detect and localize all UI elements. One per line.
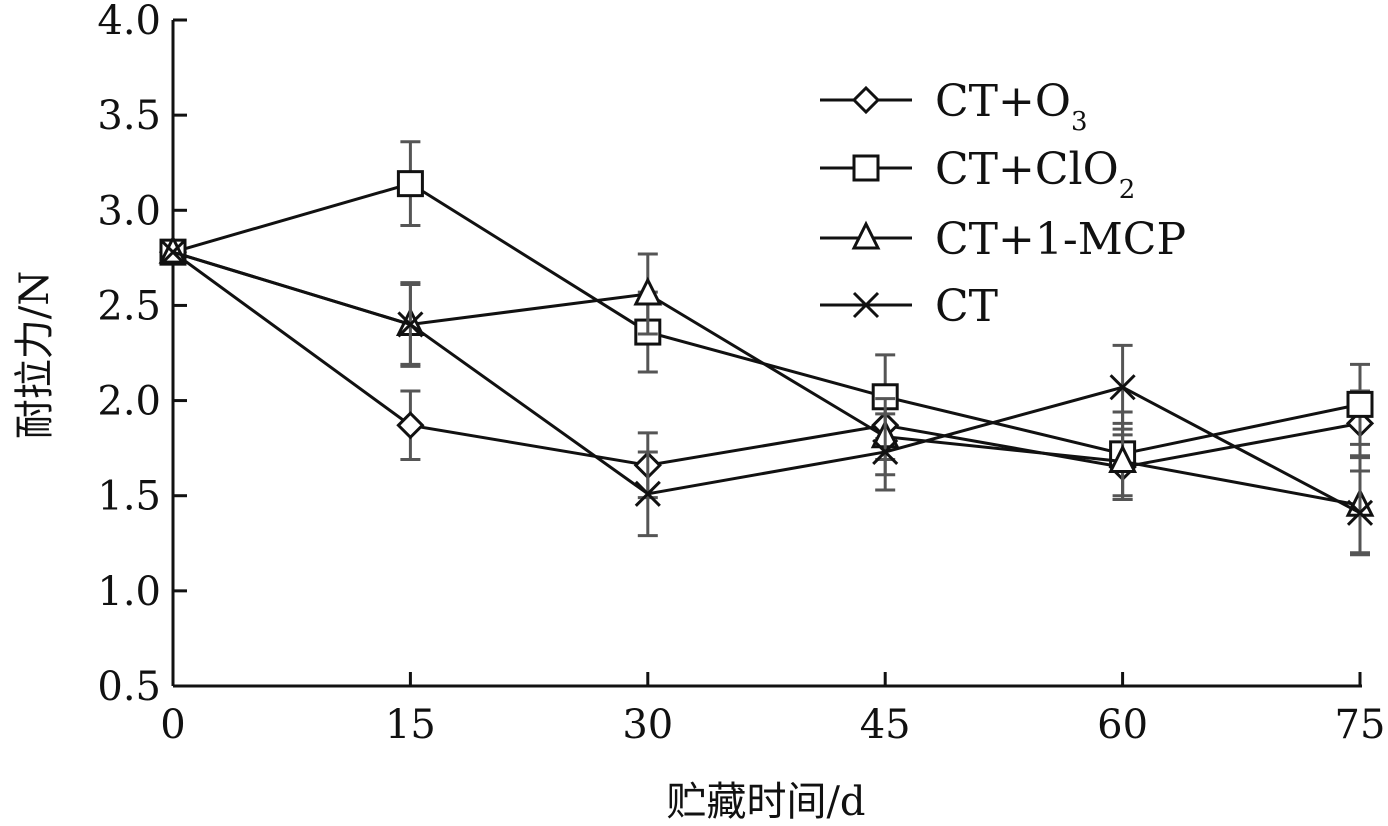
y-tick-label: 2.0 [97, 379, 161, 425]
y-tick-label: 1.5 [97, 474, 161, 520]
x-marker [634, 480, 661, 507]
legend-entry: CT [820, 281, 998, 332]
legend-entry: CT+ClO2 [820, 144, 1135, 205]
series-1 [159, 140, 1374, 498]
series-2 [158, 234, 1375, 555]
diamond-marker [396, 411, 425, 440]
series-0 [158, 238, 1375, 502]
plot-area [158, 140, 1375, 557]
legend-label: CT+O3 [935, 76, 1088, 137]
legend-label: CT [935, 281, 998, 332]
series-line [172, 250, 1361, 507]
y-tick-label: 3.0 [97, 188, 161, 234]
x-tick-label: 60 [1097, 702, 1148, 748]
series-3 [159, 239, 1374, 557]
x-marker [397, 311, 424, 338]
x-marker [872, 438, 899, 466]
x-tick-label: 15 [385, 702, 436, 748]
x-marker-stroke [1346, 499, 1374, 526]
x-marker [159, 239, 187, 266]
legend-entry: CT+O3 [820, 76, 1088, 137]
y-tick-label: 2.5 [97, 283, 161, 329]
square-marker [852, 154, 880, 182]
series-line [172, 250, 1361, 515]
x-marker-stroke [159, 239, 187, 266]
diamond-marker [851, 85, 881, 115]
x-marker-stroke [397, 311, 424, 338]
x-tick-label: 45 [860, 702, 911, 748]
x-marker-stroke [852, 291, 880, 319]
y-tick-label: 1.0 [97, 569, 161, 615]
x-marker [1346, 499, 1374, 526]
triangle-marker [1108, 444, 1138, 473]
x-marker [1109, 374, 1136, 401]
square-marker [1346, 390, 1374, 418]
legend-label: CT+ClO2 [935, 144, 1135, 205]
x-marker [852, 291, 880, 319]
x-marker-stroke [872, 438, 899, 466]
y-tick-label: 4.0 [97, 0, 161, 44]
y-tick-label: 0.5 [97, 664, 161, 710]
x-tick-label: 30 [622, 702, 673, 748]
x-axis-title: 贮藏时间/d [666, 779, 865, 825]
legend-label: CT+1-MCP [935, 214, 1186, 265]
legend-entry: CT+1-MCP [820, 214, 1186, 265]
square-marker [396, 170, 424, 198]
y-tick-label: 3.5 [97, 93, 161, 139]
x-marker-stroke [634, 480, 661, 507]
series-line [172, 250, 1361, 469]
x-tick-label: 0 [160, 702, 185, 748]
triangle-marker [633, 276, 663, 306]
x-marker-stroke [1109, 374, 1136, 401]
legend: CT+O3 CT+ClO2 CT+1-MCP CT [820, 76, 1186, 332]
x-tick-label: 75 [1335, 702, 1386, 748]
axes: 0.5 1.0 1.5 2.0 2.5 3.0 3.5 4.0 0 15 30 45 60 75 [97, 0, 1385, 748]
y-axis-title: 耐拉力/N [12, 271, 58, 439]
triangle-marker [851, 220, 881, 250]
